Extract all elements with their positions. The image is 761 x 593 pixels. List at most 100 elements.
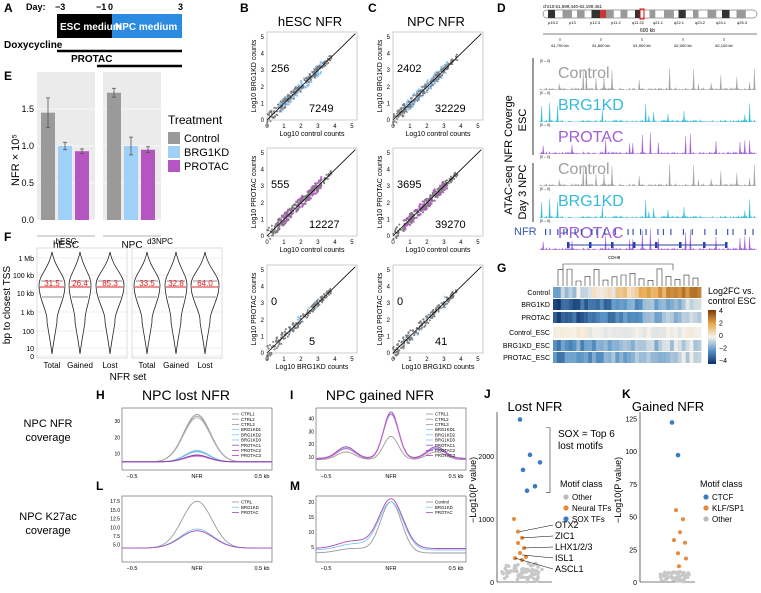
heatmap-cell <box>693 299 698 310</box>
legend-label-brg1kd: BRG1KD <box>184 147 229 159</box>
motif-legend-swatch <box>703 494 709 500</box>
scatter-point <box>401 104 404 107</box>
heatmap-cell <box>603 299 608 310</box>
heatmap-cell <box>658 340 663 351</box>
profile-legend-label: BRG1KD3 <box>241 438 262 443</box>
heatmap-cell <box>685 312 690 323</box>
scatter-point-highlight <box>307 84 310 87</box>
scatter-point <box>281 102 284 105</box>
scatter-point-highlight <box>443 188 446 191</box>
scatter-point <box>281 214 284 217</box>
scatter-point <box>429 201 432 204</box>
heatmap-cells <box>553 287 702 363</box>
motif-callout-label: LHX1/2/3 <box>555 542 593 552</box>
scatter-point <box>327 173 330 176</box>
nfr-track-label: NFR <box>514 226 537 238</box>
heatmap-cell <box>556 327 561 338</box>
heatmap-cell <box>677 287 682 298</box>
ideogram-locus-marker <box>639 8 645 20</box>
motif-point-neural <box>524 554 528 559</box>
motif-j-ytick: 2000 <box>478 454 494 461</box>
heatmap-cell <box>670 312 675 323</box>
scatter-xtick: 1 <box>408 240 412 246</box>
scatter-point <box>428 203 431 206</box>
heatmap-cell <box>576 299 581 310</box>
heatmap-cell <box>673 287 678 298</box>
motif-k-ytick: 100 <box>625 449 637 456</box>
heatmap-cell <box>670 287 675 298</box>
scatter-point <box>429 80 432 83</box>
motif-point-other <box>505 574 509 579</box>
motif-callout-label: ASCL1 <box>555 564 584 574</box>
scatter-point-highlight <box>417 88 420 91</box>
scatter-point <box>453 172 456 175</box>
scatter-point <box>400 346 403 349</box>
heatmap-cell <box>673 327 678 338</box>
violin-hESC-Lost <box>95 251 125 355</box>
heatmap-cell <box>642 352 647 363</box>
heatmap-cell <box>677 312 682 323</box>
scatter-point <box>448 177 451 180</box>
nfr-peak <box>566 229 568 235</box>
motif-point-neural <box>518 551 522 556</box>
scatter-point-highlight <box>415 90 418 93</box>
scatter-xtick: 0 <box>391 124 395 130</box>
heatmap-cell <box>658 327 663 338</box>
ideogram-band-label: p13 <box>569 20 576 25</box>
scatter-point <box>277 345 280 348</box>
profile-xtick: NFR <box>191 566 202 572</box>
scatter-point <box>449 175 452 178</box>
heatmap-cell <box>638 299 643 310</box>
scatter-point <box>399 228 402 231</box>
scatter-point <box>306 316 309 319</box>
scatter-xlabel: Log10 control counts <box>406 247 471 254</box>
bar-protac-hesc <box>75 151 89 220</box>
motif-point-other <box>681 571 685 576</box>
scatter-xtick: 5 <box>350 124 354 130</box>
scatter-point <box>292 206 295 209</box>
motif-point-other <box>532 577 536 581</box>
panel-label-d: D <box>497 1 506 15</box>
panels-profiles: H I L M NPC lost NFR NPC gained NFR NPC … <box>19 387 467 572</box>
heatmap-cell <box>580 312 585 323</box>
coord-label: 61,900 kb <box>633 43 651 48</box>
panel-label-k: K <box>622 387 631 401</box>
scatter-point-highlight <box>301 205 304 208</box>
scatter-ytick: 4 <box>387 52 391 58</box>
heatmap-cell <box>634 340 639 351</box>
violin-group-hesc: hESC <box>56 237 77 246</box>
scatter-point <box>271 232 274 235</box>
scatter-point <box>397 115 400 118</box>
heatmap-cell <box>642 299 647 310</box>
motif-k-ytick: 0 <box>633 580 637 587</box>
scatter-point <box>273 110 276 113</box>
scatter-point-highlight <box>445 61 449 65</box>
heatmap-cell <box>564 299 569 310</box>
dendrogram-root <box>562 263 674 270</box>
violin-median-label: 31.5 <box>44 279 60 288</box>
scatter-ytick: 5 <box>261 35 265 41</box>
track-signal <box>539 102 757 123</box>
dendrogram <box>557 263 699 286</box>
scatter-point <box>299 199 302 202</box>
gene-exon <box>725 242 728 248</box>
violin-ytick-label: 100 <box>22 329 34 336</box>
scatter-point-highlight <box>407 108 410 111</box>
scatter-point <box>288 98 291 101</box>
panel-label-b: B <box>240 1 249 15</box>
heatmap-cell <box>631 299 636 310</box>
scatter-point <box>275 107 278 110</box>
heatmap-cell <box>631 287 636 298</box>
heatmap-cell <box>588 287 593 298</box>
track-signal <box>539 132 757 155</box>
scatter-xtick: 0 <box>265 124 269 130</box>
gene-exon <box>633 242 636 248</box>
scatter-ytick: 0 <box>387 234 391 240</box>
heatmap-cell <box>677 340 682 351</box>
scatter-point <box>295 87 298 90</box>
day-minus1: −1 <box>96 2 106 12</box>
heatmap-cell <box>627 312 632 323</box>
scatter-point <box>287 218 290 221</box>
heatmap-cell <box>666 299 671 310</box>
coord-label: 61,700 kb <box>551 43 569 48</box>
